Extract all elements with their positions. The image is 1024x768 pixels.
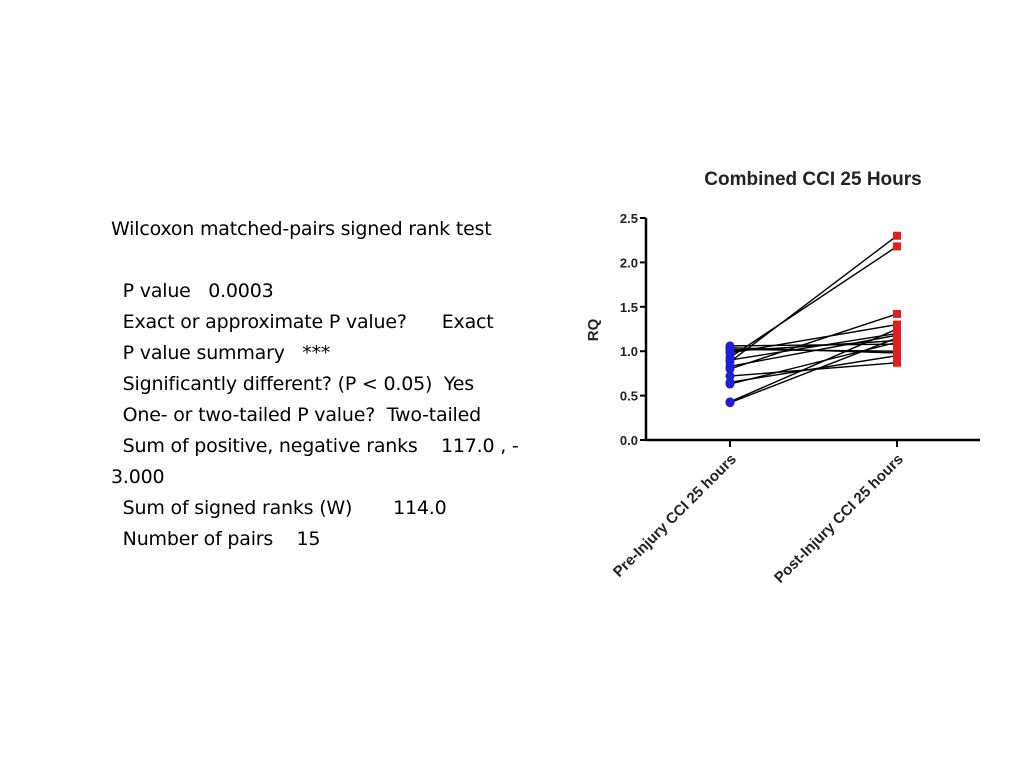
stats-line: 3.000 bbox=[111, 466, 165, 488]
y-tick-label: 2.0 bbox=[620, 255, 638, 270]
stats-line bbox=[111, 245, 571, 276]
paired-rq-chart: Combined CCI 25 Hours RQ 0.0 0.5 1.0 1.5 2.0… bbox=[585, 169, 980, 587]
post-injury-point bbox=[893, 329, 901, 338]
stats-line: Exact or approximate P value? Exact bbox=[111, 311, 494, 333]
stats-line: Sum of positive, negative ranks 117.0 , … bbox=[111, 435, 519, 457]
pre-injury-point bbox=[725, 397, 735, 407]
pair-line bbox=[729, 337, 898, 404]
pair-line bbox=[729, 332, 898, 361]
chart-axes: 0.0 0.5 1.0 1.5 2.0 2.5 Pre-Injury CCI 25 hour… bbox=[610, 211, 980, 587]
y-tick-label: 2.5 bbox=[620, 211, 638, 226]
pair-line bbox=[729, 328, 898, 403]
post-injury-point bbox=[893, 320, 901, 329]
x-category-label: Post-Injury CCI 25 hours bbox=[771, 451, 907, 587]
pair-line bbox=[729, 341, 898, 385]
data-points bbox=[725, 231, 901, 408]
stats-line: Number of pairs 15 bbox=[111, 528, 321, 550]
pair-line bbox=[729, 245, 898, 358]
pre-injury-point bbox=[725, 371, 735, 381]
pair-lines bbox=[729, 235, 898, 404]
stats-line: Significantly different? (P < 0.05) Yes bbox=[111, 373, 474, 395]
pair-line bbox=[729, 343, 898, 347]
stats-line: P value 0.0003 bbox=[111, 280, 274, 302]
x-category-label: Pre-Injury CCI 25 hours bbox=[610, 451, 740, 581]
y-tick-label: 1.5 bbox=[620, 300, 638, 315]
chart-title: Combined CCI 25 Hours bbox=[704, 169, 921, 190]
post-injury-point bbox=[893, 309, 901, 318]
post-injury-point bbox=[893, 242, 901, 251]
post-injury-point bbox=[893, 358, 901, 367]
post-injury-point bbox=[893, 348, 901, 357]
pre-injury-point bbox=[725, 377, 735, 387]
y-tick-label: 0.0 bbox=[620, 433, 638, 448]
y-axis-label: RQ bbox=[585, 318, 602, 341]
y-tick-label: 1.0 bbox=[620, 344, 638, 359]
pre-injury-point bbox=[725, 341, 735, 351]
post-injury-point bbox=[893, 325, 901, 333]
y-tick-label: 0.5 bbox=[620, 389, 638, 404]
stats-line: Sum of signed ranks (W) 114.0 bbox=[111, 497, 447, 519]
pair-line bbox=[729, 346, 898, 354]
pair-line bbox=[729, 235, 898, 363]
pair-line bbox=[729, 362, 898, 377]
stats-line: P value summary *** bbox=[111, 342, 331, 364]
post-injury-point bbox=[893, 231, 901, 240]
wilcoxon-results-panel: Wilcoxon matched-pairs signed rank test … bbox=[111, 214, 571, 555]
post-injury-point bbox=[893, 340, 901, 349]
stats-line: One- or two-tailed P value? Two-tailed bbox=[111, 404, 482, 426]
pair-line bbox=[729, 313, 898, 370]
stats-line: Wilcoxon matched-pairs signed rank test bbox=[111, 218, 492, 240]
